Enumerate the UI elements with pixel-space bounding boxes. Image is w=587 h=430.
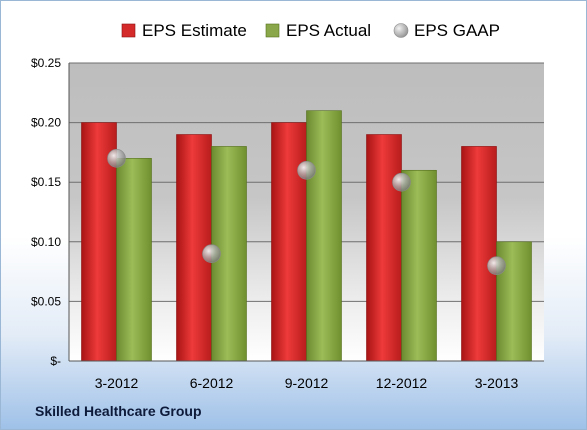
gaap-marker xyxy=(487,256,506,275)
estimate-bar xyxy=(366,134,402,362)
x-category-label: 3-2013 xyxy=(475,375,519,391)
axes: $- $0.05 $0.10 $0.15 $0.20 $0.25 3-2012 6-2012 9… xyxy=(31,56,544,391)
legend: EPS Estimate EPS Actual EPS GAAP xyxy=(121,21,500,40)
actual-bar xyxy=(306,110,342,362)
y-tick-label: $0.10 xyxy=(31,235,61,249)
estimate-bar xyxy=(271,122,307,362)
y-tick-label: $0.20 xyxy=(31,116,61,130)
legend-swatch xyxy=(393,23,409,38)
y-tick-label: $0.15 xyxy=(31,175,61,189)
x-category-label: 6-2012 xyxy=(190,375,234,391)
gaap-marker xyxy=(297,160,316,180)
legend-swatch xyxy=(121,23,136,38)
actual-bar xyxy=(116,158,152,362)
y-tick-label: $0.25 xyxy=(31,56,61,70)
gaap-marker xyxy=(107,149,126,168)
y-tick-label: $0.05 xyxy=(31,294,61,308)
x-category-label: 3-2012 xyxy=(95,375,139,391)
legend-label: EPS GAAP xyxy=(414,21,500,40)
gaap-marker xyxy=(392,172,411,192)
gaap-markers xyxy=(107,149,506,275)
x-category-label: 9-2012 xyxy=(285,375,329,391)
legend-label: EPS Estimate xyxy=(142,21,247,40)
y-tick-label: $- xyxy=(50,354,61,368)
legend-swatch xyxy=(265,23,280,38)
legend-label: EPS Actual xyxy=(286,21,371,40)
actual-bar xyxy=(401,169,437,362)
estimate-bar xyxy=(461,146,497,362)
x-category-label: 12-2012 xyxy=(376,375,428,391)
gaap-marker xyxy=(202,244,221,264)
company-label: Skilled Healthcare Group xyxy=(35,403,202,419)
